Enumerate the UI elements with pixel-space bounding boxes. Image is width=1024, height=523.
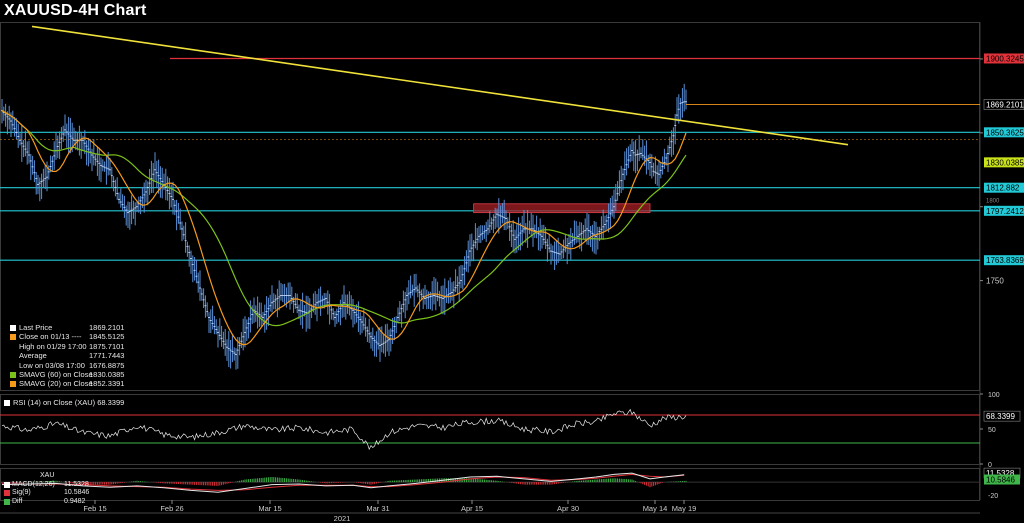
legend-swatch: [4, 399, 10, 406]
legend-label: Average: [19, 351, 47, 361]
legend-swatch: [4, 481, 10, 488]
trendline: [31, 25, 849, 146]
legend-value: 1845.5125: [89, 332, 125, 342]
macd-signal-label: 10.5846: [986, 476, 1015, 485]
legend-entry: Low on 03/08 17:00 1676.8875: [10, 361, 124, 370]
x-tick-label: Mar 15: [258, 504, 281, 513]
rsi-y-tick-label: 100: [988, 392, 1000, 399]
y-tick-label: 1750: [986, 277, 1004, 286]
legend-value: 1771.7443: [89, 351, 125, 361]
legend-value: 1676.8875: [89, 360, 125, 370]
legend-swatch: [10, 353, 16, 359]
legend-label: Close on 01/13 ----: [19, 332, 82, 342]
legend-value: 1830.0385: [89, 370, 125, 380]
legend-label: MACD(12,26): [12, 480, 55, 488]
legend-label: SMAVG (60) on Close: [19, 370, 93, 380]
legend-entry: SMAVG (20) on Close 1852.3391: [10, 379, 124, 388]
x-tick-label: Feb 15: [83, 504, 106, 513]
legend-label: Diff: [12, 497, 23, 505]
legend-value: 1852.3391: [89, 379, 125, 389]
legend-swatch: [4, 490, 10, 497]
price-level-tag: [984, 182, 1024, 193]
legend-swatch: [10, 334, 16, 341]
sma20-line: [1, 110, 687, 346]
x-year-label: 2021: [334, 514, 351, 523]
axes: 1750 1800 100 50 0 -20 Feb 15 Feb 26 Mar 15 Mar 3…: [0, 58, 1004, 523]
price-level-label: 1900.3245: [986, 54, 1024, 63]
legend-value: 1875.7101: [89, 341, 125, 351]
price-level-label: 1812.882: [986, 184, 1020, 193]
price-legend: Last Price 1869.2101 Close on 01/13 ---- 1…: [8, 322, 127, 390]
chart-title: XAUUSD-4H Chart: [4, 2, 147, 19]
legend-entry: Sig(9) 10.5846: [4, 489, 89, 498]
legend-swatch: [10, 381, 16, 388]
price-tag-label: 1869.2101: [986, 100, 1024, 109]
rsi-legend: RSI (14) on Close (XAU) 68.3399: [4, 398, 124, 407]
price-tag-label: 1830.0385: [986, 158, 1024, 167]
legend-entry: SMAVG (60) on Close 1830.0385: [10, 370, 124, 379]
panel-frames: [0, 22, 981, 501]
legend-swatch: [10, 371, 16, 378]
legend-swatch: [10, 362, 16, 368]
rsi-y-tick-label: 50: [988, 427, 996, 434]
price-tag: [984, 157, 1024, 168]
rsi-panel: 68.3399: [0, 408, 1021, 451]
legend-label: Last Price: [19, 323, 53, 332]
legend-label: High on 01/29 17:00: [19, 341, 87, 351]
supply-zone: [473, 203, 651, 214]
rsi-legend-label: RSI (14) on Close (XAU) 68.3399: [13, 398, 125, 407]
legend-value: 10.5846: [64, 489, 90, 497]
x-tick-label: May 19: [672, 504, 697, 513]
legend-label: Sig(9): [12, 489, 31, 497]
x-tick-label: May 14: [643, 504, 668, 513]
x-tick-label: Apr 30: [557, 504, 579, 513]
legend-swatch: [4, 499, 10, 506]
rsi-line: [1, 408, 687, 451]
legend-label: Low on 03/08 17:00: [19, 360, 85, 370]
macd-y-tick-label: -20: [988, 493, 998, 500]
price-level-label: 1797.2412: [986, 207, 1024, 216]
price-level-label: 1763.8369: [986, 256, 1024, 265]
price-level-tag: [984, 205, 1024, 216]
x-tick-label: Mar 31: [366, 504, 389, 513]
legend-value: 0.9482: [64, 497, 86, 505]
rsi-value-label: 68.3399: [986, 412, 1015, 421]
price-panel: 1900.3245 1850.3625 1812.882 1797.2412 1763.…: [0, 25, 1024, 370]
legend-entry: High on 01/29 17:00 1875.7101: [10, 342, 124, 351]
rsi-value-tag: [983, 410, 1021, 422]
legend-entry: Close on 01/13 ---- 1845.5125: [10, 332, 124, 341]
y-tick-label: 1800: [986, 199, 1000, 205]
legend-entry: MACD(12,26) 11.5328: [4, 481, 89, 490]
macd-value-label: 11.5328: [986, 469, 1015, 478]
panel-border: [0, 468, 980, 501]
x-tick-label: Feb 26: [160, 504, 183, 513]
price-level-tag: [984, 255, 1024, 266]
sma60-line: [1, 110, 687, 327]
x-tick-label: Apr 15: [461, 504, 483, 513]
macd-line: [1, 472, 685, 493]
macd-signal-tag: [984, 474, 1020, 485]
legend-swatch: [10, 344, 16, 350]
price-level-tag: [984, 53, 1024, 64]
legend-value: 11.5328: [64, 480, 89, 488]
legend-value: 1869.2101: [89, 323, 125, 332]
legend-swatch: [10, 324, 16, 331]
macd-legend: XAU MACD(12,26) 11.5328 Sig(9) 10.5846 Dif…: [4, 472, 89, 506]
macd-legend-title: XAU: [40, 472, 55, 479]
legend-entry: Diff 0.9482: [4, 498, 89, 507]
legend-entry: Last Price 1869.2101: [10, 323, 124, 332]
price-tag: [983, 99, 1024, 110]
legend-label: SMAVG (20) on Close: [19, 379, 93, 389]
rsi-y-tick-label: 0: [988, 462, 992, 469]
price-level-tag: [984, 127, 1024, 138]
price-level-label: 1850.3625: [986, 128, 1024, 137]
legend-entry: Average 1771.7443: [10, 351, 124, 360]
